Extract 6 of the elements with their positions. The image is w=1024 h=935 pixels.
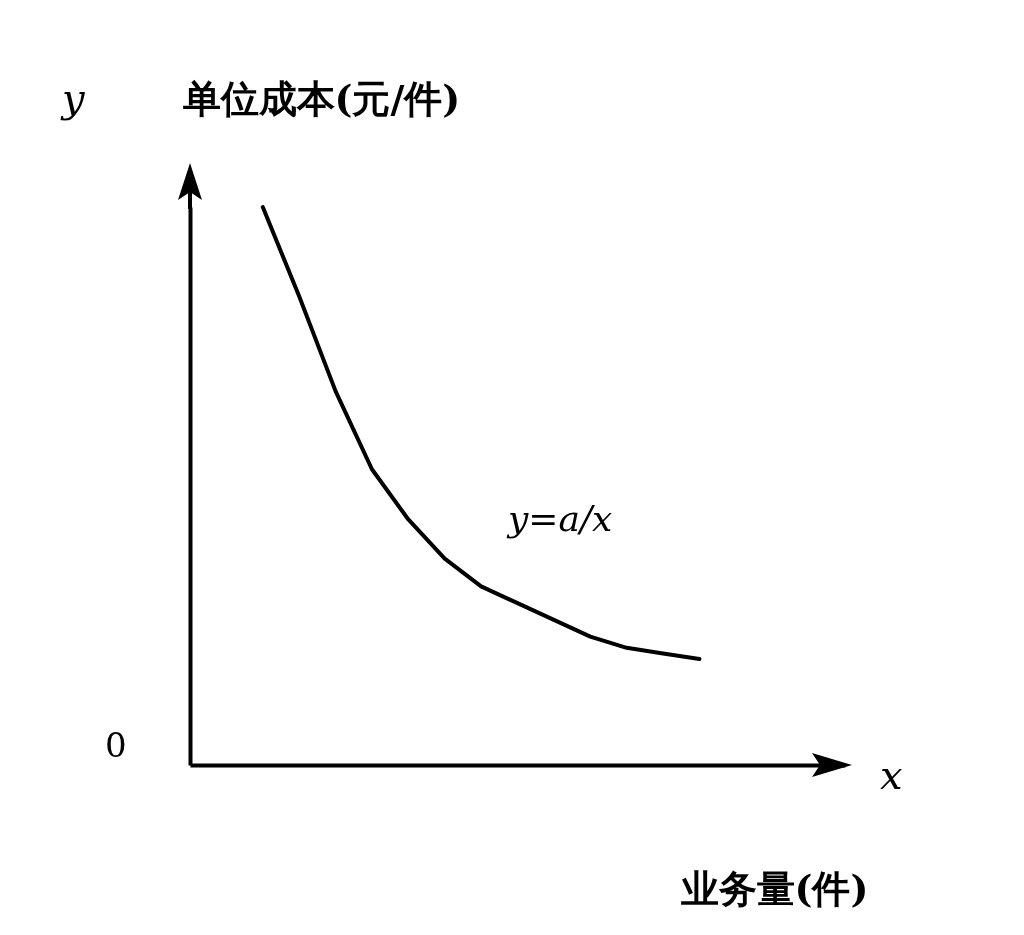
y-axis-title: 单位成本(元/件) [181, 75, 461, 121]
text: x [880, 752, 903, 798]
x-axis-title: 业务量(件) [680, 865, 869, 911]
text: y [60, 75, 86, 121]
text: 0 [105, 725, 127, 765]
annotation: y=a/x [506, 498, 613, 539]
